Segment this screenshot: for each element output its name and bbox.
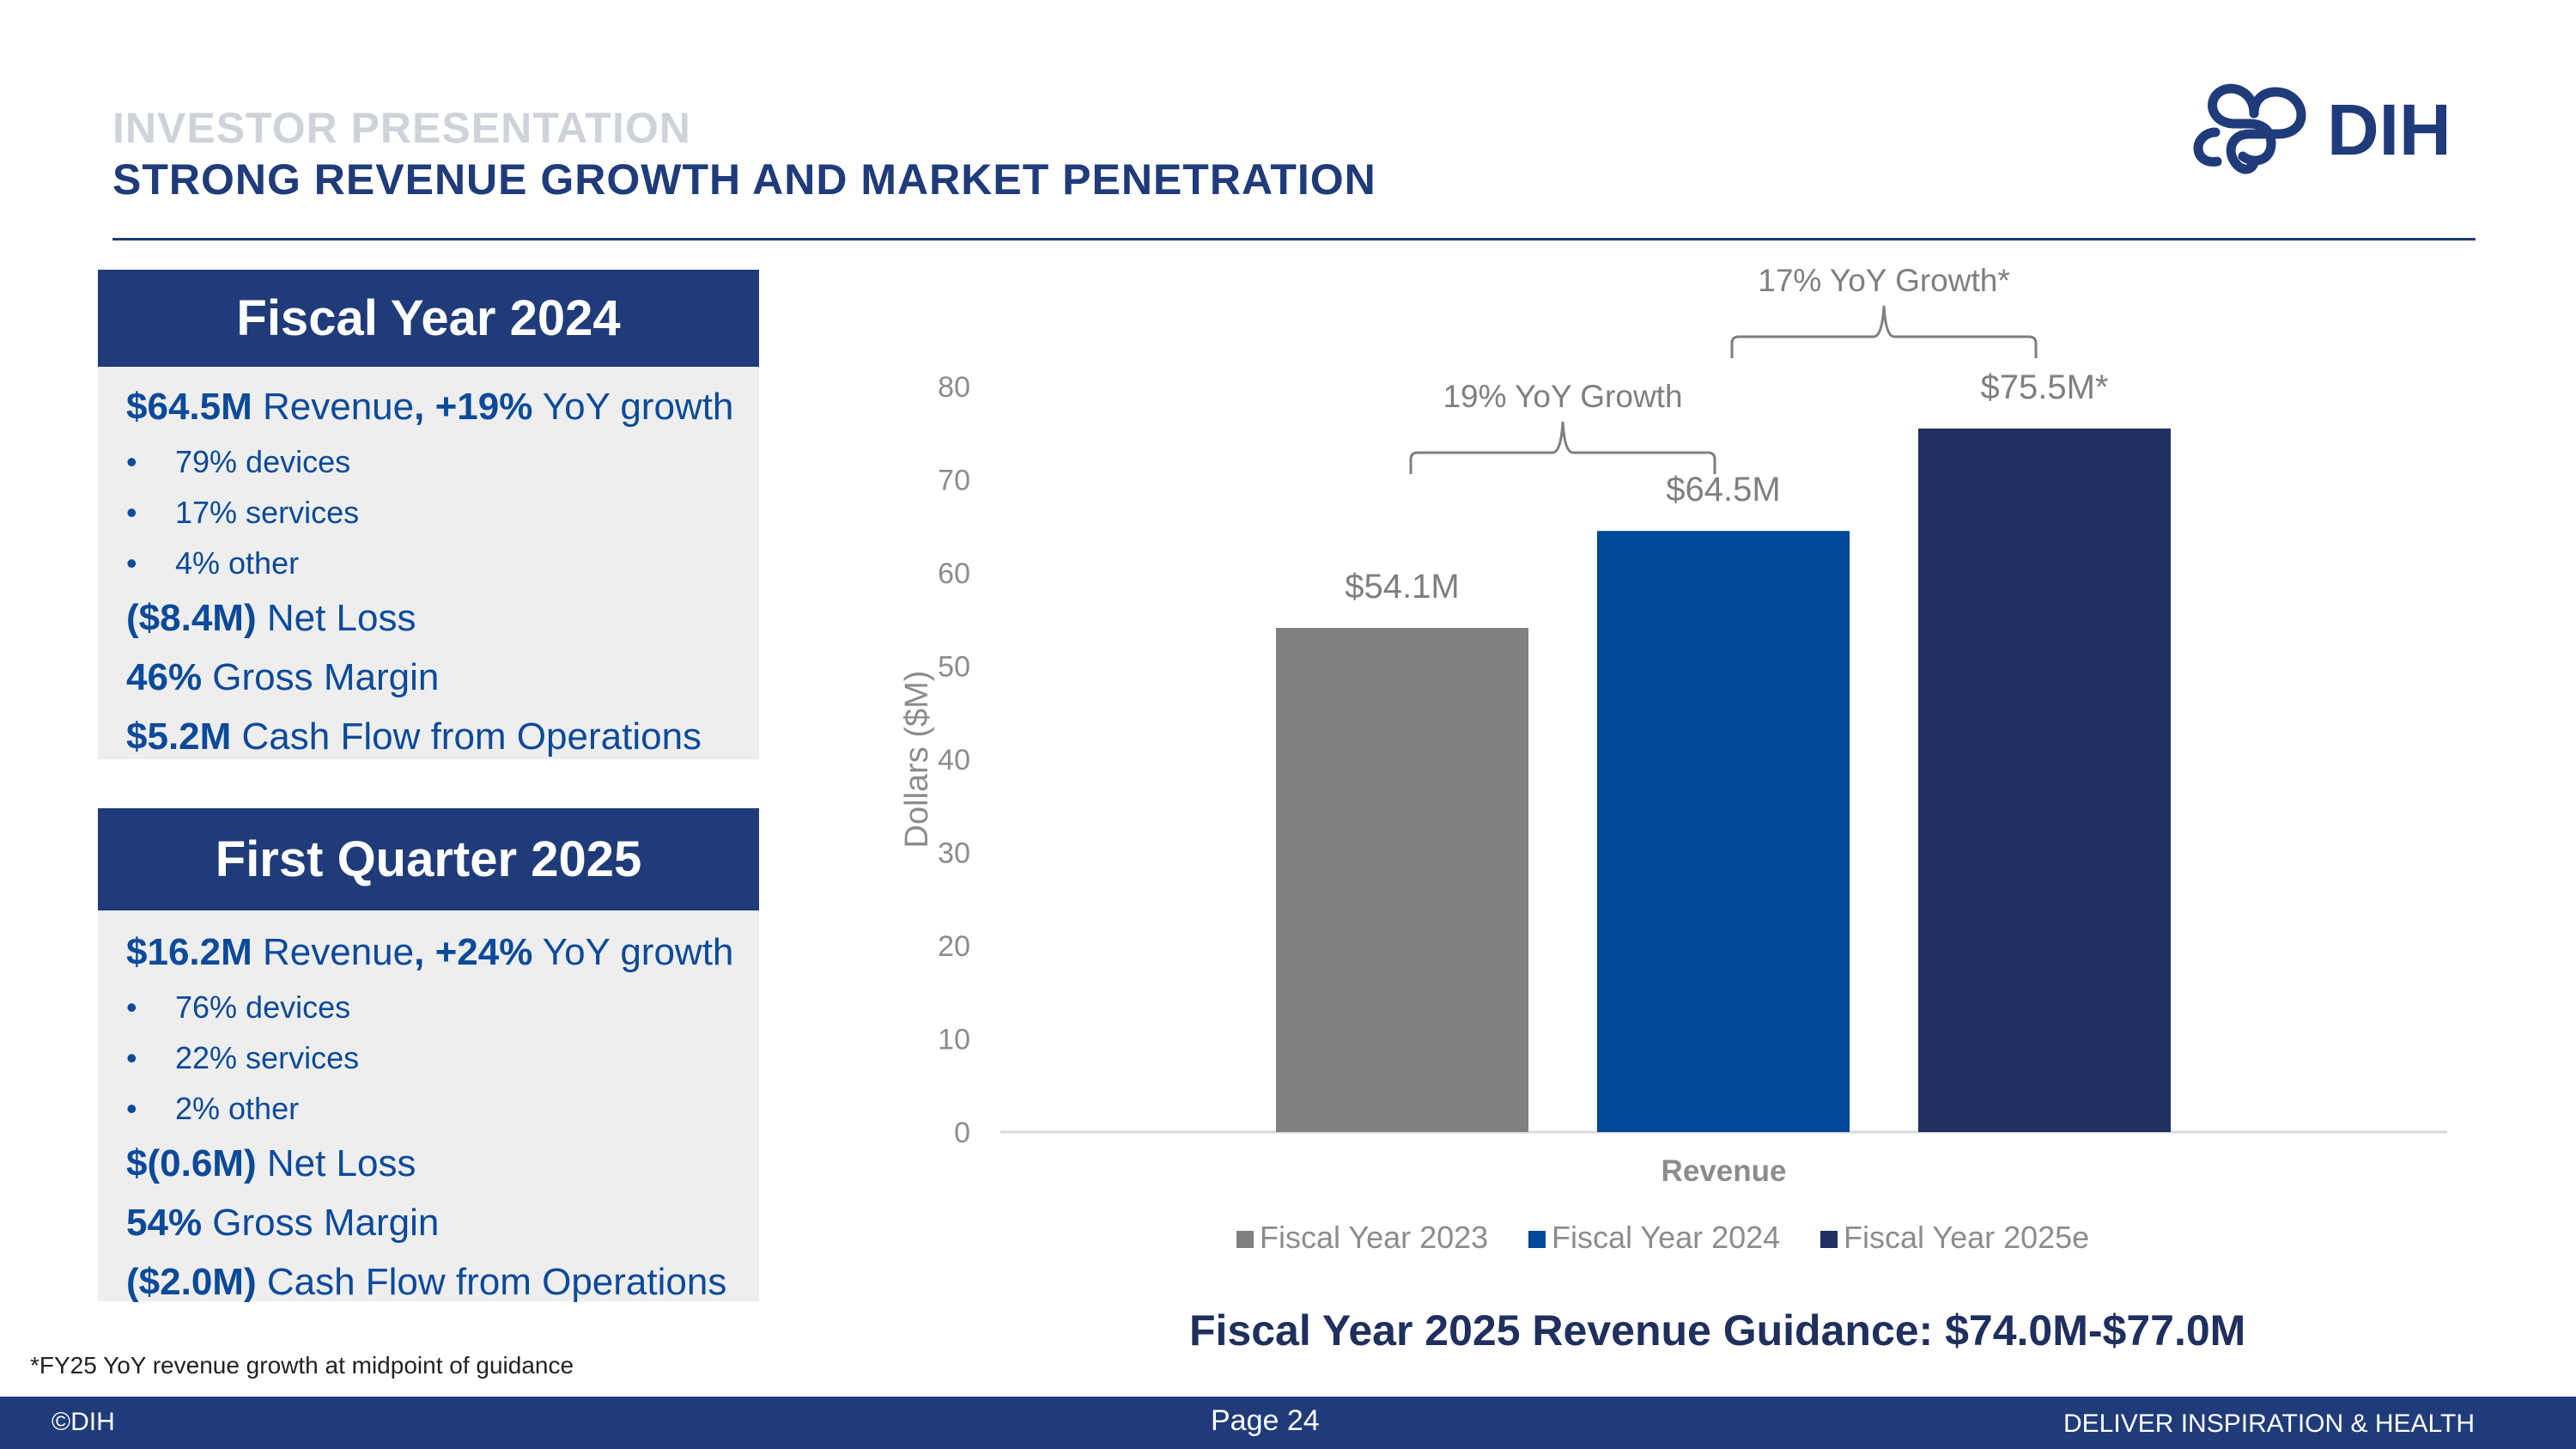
dih-logo: DIH [2193, 83, 2451, 174]
growth-bracket [1409, 421, 1716, 474]
fy2024-cash-value: $5.2M [126, 715, 232, 758]
x-axis-label: Revenue [1662, 1154, 1787, 1188]
y-tick-label: 20 [938, 930, 970, 963]
revenue-bar-chart: 0 10 20 30 40 50 60 70 80 Dollars ($M) $54.1M $64.5… [899, 263, 2447, 1255]
q1-2025-margin-text: Gross Margin [202, 1202, 440, 1244]
q1-2025-bullet-services: • 22% services [126, 1040, 360, 1075]
q1-2025-net-loss-text: Net Loss [256, 1142, 416, 1184]
q1-2025-cash-text: Cash Flow from Operations [256, 1261, 727, 1303]
legend-entry: Fiscal Year 2024 [1552, 1220, 1780, 1255]
q1-2025-bullet-other: • 2% other [126, 1091, 300, 1126]
q1-2025-cash-value: ($2.0M) [126, 1261, 257, 1303]
q1-2025-revenue-value: $16.2M [126, 931, 252, 973]
q1-2025-body: $16.2M Revenue, +24% YoY growth • 76% dev… [98, 910, 759, 1312]
fy2024-bullet-services: • 17% services [126, 495, 360, 530]
fy2024-body: $64.5M Revenue, +19% YoY growth • 79% dev… [98, 367, 759, 766]
y-tick-label: 60 [938, 557, 970, 590]
q1-2025-panel: First Quarter 2025 $16.2M Revenue, +24% … [98, 808, 759, 1303]
fy2024-margin-line: 46% Gross Margin [126, 648, 759, 707]
fy2024-heading: Fiscal Year 2024 [98, 270, 759, 367]
y-tick-label: 40 [938, 744, 970, 776]
header-rule [112, 238, 2476, 240]
tagline: DELIVER INSPIRATION & HEALTH [2063, 1409, 2475, 1438]
fy2024-bullet-other: • 4% other [126, 545, 300, 581]
q1-2025-net-loss-value: $(0.6M) [126, 1142, 257, 1184]
fy2024-margin-value: 46% [126, 656, 203, 698]
copyright: ©DIH [52, 1408, 115, 1436]
y-tick-label: 10 [938, 1024, 970, 1056]
fy2024-cash-text: Cash Flow from Operations [231, 715, 702, 758]
growth-annotation: 19% YoY Growth [1443, 379, 1682, 414]
growth-annotation: 17% YoY Growth* [1758, 263, 2009, 298]
q1-2025-bullet-text: 76% devices [175, 989, 351, 1025]
fy2024-revenue-line: $64.5M Revenue, +19% YoY growth [126, 377, 759, 436]
legend-swatch [1236, 1231, 1254, 1248]
bar-data-label: $54.1M [1345, 568, 1459, 606]
y-tick-label: 30 [938, 837, 970, 870]
y-tick-label: 50 [938, 651, 970, 684]
legend-swatch [1528, 1231, 1546, 1248]
q1-2025-bullet-devices: • 76% devices [126, 989, 351, 1025]
fy2024-bullet-text: 17% services [175, 495, 360, 530]
q1-2025-revenue-line: $16.2M Revenue, +24% YoY growth [126, 922, 759, 982]
y-axis-label: Dollars ($M) [899, 671, 935, 849]
q1-2025-bullet-text: 2% other [175, 1091, 300, 1126]
q1-2025-growth-text: YoY growth [532, 931, 734, 973]
fy2024-revenue-text: Revenue [252, 386, 415, 428]
dih-logo-text: DIH [2327, 89, 2451, 170]
q1-2025-margin-value: 54% [126, 1202, 203, 1244]
bar-data-label: $64.5M [1666, 471, 1780, 508]
bar-fiscal-year-2025e [1918, 428, 2171, 1132]
legend-entry: Fiscal Year 2023 [1260, 1220, 1488, 1255]
dih-logo-mark-icon [2193, 83, 2306, 174]
fy2024-margin-text: Gross Margin [202, 656, 440, 698]
fy2024-bullet-devices: • 79% devices [126, 444, 351, 479]
bar-fiscal-year-2024 [1597, 531, 1850, 1132]
fy2024-net-loss-value: ($8.4M) [126, 597, 257, 639]
q1-2025-bullet-text: 22% services [175, 1040, 360, 1075]
fy2024-bullet-text: 4% other [175, 545, 300, 581]
fy2024-bullet-text: 79% devices [175, 444, 351, 479]
footnote: *FY25 YoY revenue growth at midpoint of … [30, 1352, 574, 1379]
y-tick-label: 70 [938, 465, 970, 497]
fy2024-net-loss-line: ($8.4M) Net Loss [126, 588, 759, 648]
fy2024-cash-line: $5.2M Cash Flow from Operations [126, 707, 759, 766]
slide-title: STRONG REVENUE GROWTH AND MARKET PENETRA… [112, 155, 1376, 204]
q1-2025-heading: First Quarter 2025 [98, 808, 759, 910]
fy2024-net-loss-text: Net Loss [256, 597, 416, 639]
q1-2025-net-loss-line: $(0.6M) Net Loss [126, 1134, 759, 1193]
legend-swatch [1820, 1231, 1838, 1248]
q1-2025-margin-line: 54% Gross Margin [126, 1193, 759, 1252]
q1-2025-growth-value: , +24% [414, 931, 533, 973]
q1-2025-revenue-text: Revenue [252, 931, 415, 973]
page-number: Page 24 [1211, 1404, 1320, 1437]
fy2024-growth-text: YoY growth [532, 386, 734, 428]
fy2024-revenue-value: $64.5M [126, 386, 252, 428]
q1-2025-cash-line: ($2.0M) Cash Flow from Operations [126, 1252, 759, 1312]
revenue-guidance: Fiscal Year 2025 Revenue Guidance: $74.0… [1189, 1306, 2246, 1355]
y-tick-label: 0 [954, 1117, 970, 1149]
footer-bar: ©DIH Page 24 DELIVER INSPIRATION & HEALT… [0, 1397, 2576, 1449]
y-tick-label: 80 [938, 371, 970, 404]
fy2024-panel: Fiscal Year 2024 $64.5M Revenue, +19% Yo… [98, 270, 759, 759]
presentation-kicker: INVESTOR PRESENTATION [112, 104, 691, 152]
bar-data-label: $75.5M* [1981, 368, 2109, 406]
fy2024-growth-value: , +19% [414, 386, 533, 428]
growth-bracket [1730, 305, 2038, 358]
legend-entry: Fiscal Year 2025e [1844, 1220, 2089, 1255]
bar-fiscal-year-2023 [1276, 628, 1528, 1132]
